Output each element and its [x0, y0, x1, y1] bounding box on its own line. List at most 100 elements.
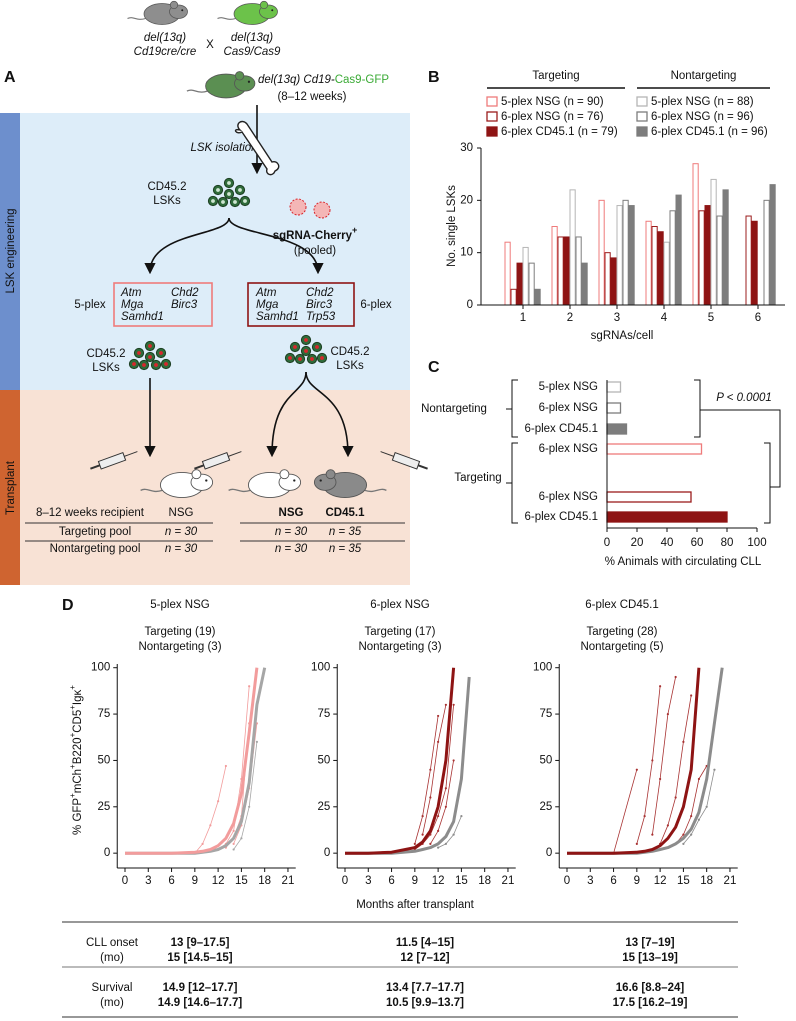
label: 80 [721, 537, 734, 549]
mouse-icon [217, 0, 278, 25]
syringe-icon [194, 451, 242, 470]
label: Cas9/Cas9 [224, 46, 281, 58]
cell-core [148, 344, 152, 348]
label: Mga [121, 299, 143, 311]
label: 0 [564, 875, 570, 887]
label: 12 [212, 875, 225, 887]
label: No. single LSKs [446, 185, 458, 267]
label: X [206, 39, 214, 51]
point [659, 777, 662, 781]
legend-swatch [486, 96, 498, 107]
point [452, 703, 455, 706]
bar [692, 163, 699, 306]
point [209, 824, 212, 827]
superscript: + [68, 705, 77, 710]
label: 14.9 [14.6–17.7] [158, 997, 243, 1009]
cell-core [211, 199, 215, 203]
point [437, 846, 440, 849]
mouse-eye [247, 80, 251, 83]
label: (mo) [100, 997, 124, 1009]
bar [651, 226, 658, 306]
label: 50 [317, 754, 330, 766]
point [232, 848, 235, 851]
point [690, 833, 693, 836]
series-line [613, 769, 638, 854]
bar [710, 178, 717, 306]
syringe-needle [380, 451, 394, 457]
label: 17.5 [16.2–19] [613, 997, 688, 1009]
point [674, 796, 677, 799]
point [421, 833, 424, 836]
point [240, 837, 243, 840]
series-line [652, 676, 676, 835]
superscript: + [68, 685, 77, 690]
label: 50 [97, 754, 110, 766]
mouse-eye [293, 479, 296, 482]
label: 6 [388, 875, 394, 887]
superscript: + [68, 764, 77, 769]
label: 3 [365, 875, 371, 887]
label: del(13q) [231, 32, 273, 44]
bar [669, 210, 676, 306]
label: 25 [97, 801, 110, 813]
label: 21 [724, 875, 737, 887]
arrow [266, 371, 307, 458]
label-part: B220 [72, 737, 84, 764]
point [444, 703, 447, 706]
point [705, 805, 708, 808]
label: Targeting (28) [587, 626, 658, 638]
label: 6-plex NSG [539, 491, 598, 503]
mouse-ear [279, 469, 290, 480]
transplant-bar [0, 390, 20, 585]
cell-core [221, 200, 225, 204]
series-line [422, 704, 447, 835]
label: % Animals with circulating CLL [605, 556, 762, 568]
label: CD45.2 [87, 348, 126, 360]
bar [606, 511, 728, 523]
mouse-ear [191, 469, 202, 480]
label: 12 [432, 875, 445, 887]
label: 3 [145, 875, 151, 887]
reporter: Cas9-GFP [335, 74, 390, 86]
label: 3 [614, 312, 620, 324]
label-part: % GFP [72, 798, 84, 835]
label: C [428, 359, 440, 376]
bar [510, 288, 517, 306]
mouse-eye [205, 479, 208, 482]
point [444, 787, 447, 790]
label: Targeting pool [59, 526, 131, 538]
point [444, 805, 447, 808]
bone-icon [234, 120, 280, 176]
label: 6 [610, 875, 616, 887]
bar [604, 252, 611, 306]
label: LSKs [92, 362, 120, 374]
label: CD45.2 [331, 346, 370, 358]
label: n = 35 [329, 543, 362, 555]
library-label: sgRNA-Cherry+ [273, 225, 358, 242]
mouse-ear [259, 0, 269, 10]
cell-core [238, 188, 242, 192]
cell-core [320, 356, 324, 360]
point [437, 814, 440, 818]
label: Atm [255, 287, 277, 299]
syringe-icon [90, 451, 138, 470]
label: 100 [91, 662, 110, 674]
label: 13.4 [7.7–17.7] [386, 982, 464, 994]
label: Chd2 [306, 287, 334, 299]
series-line [414, 704, 454, 850]
legend-swatch [486, 126, 498, 137]
label: 5-plex NSG [150, 599, 209, 611]
point [429, 796, 432, 799]
pool-box [113, 282, 213, 327]
point [444, 842, 447, 845]
point [666, 712, 669, 716]
bar [704, 205, 711, 306]
label: Targeting [532, 70, 579, 82]
label: 5-plex NSG (n = 88) [651, 96, 754, 108]
point [437, 740, 440, 743]
mouse-tail [186, 89, 208, 93]
point [437, 714, 440, 718]
label: Samhd1 [256, 311, 299, 323]
label: LSKs [336, 360, 364, 372]
label: n = 30 [275, 543, 308, 555]
